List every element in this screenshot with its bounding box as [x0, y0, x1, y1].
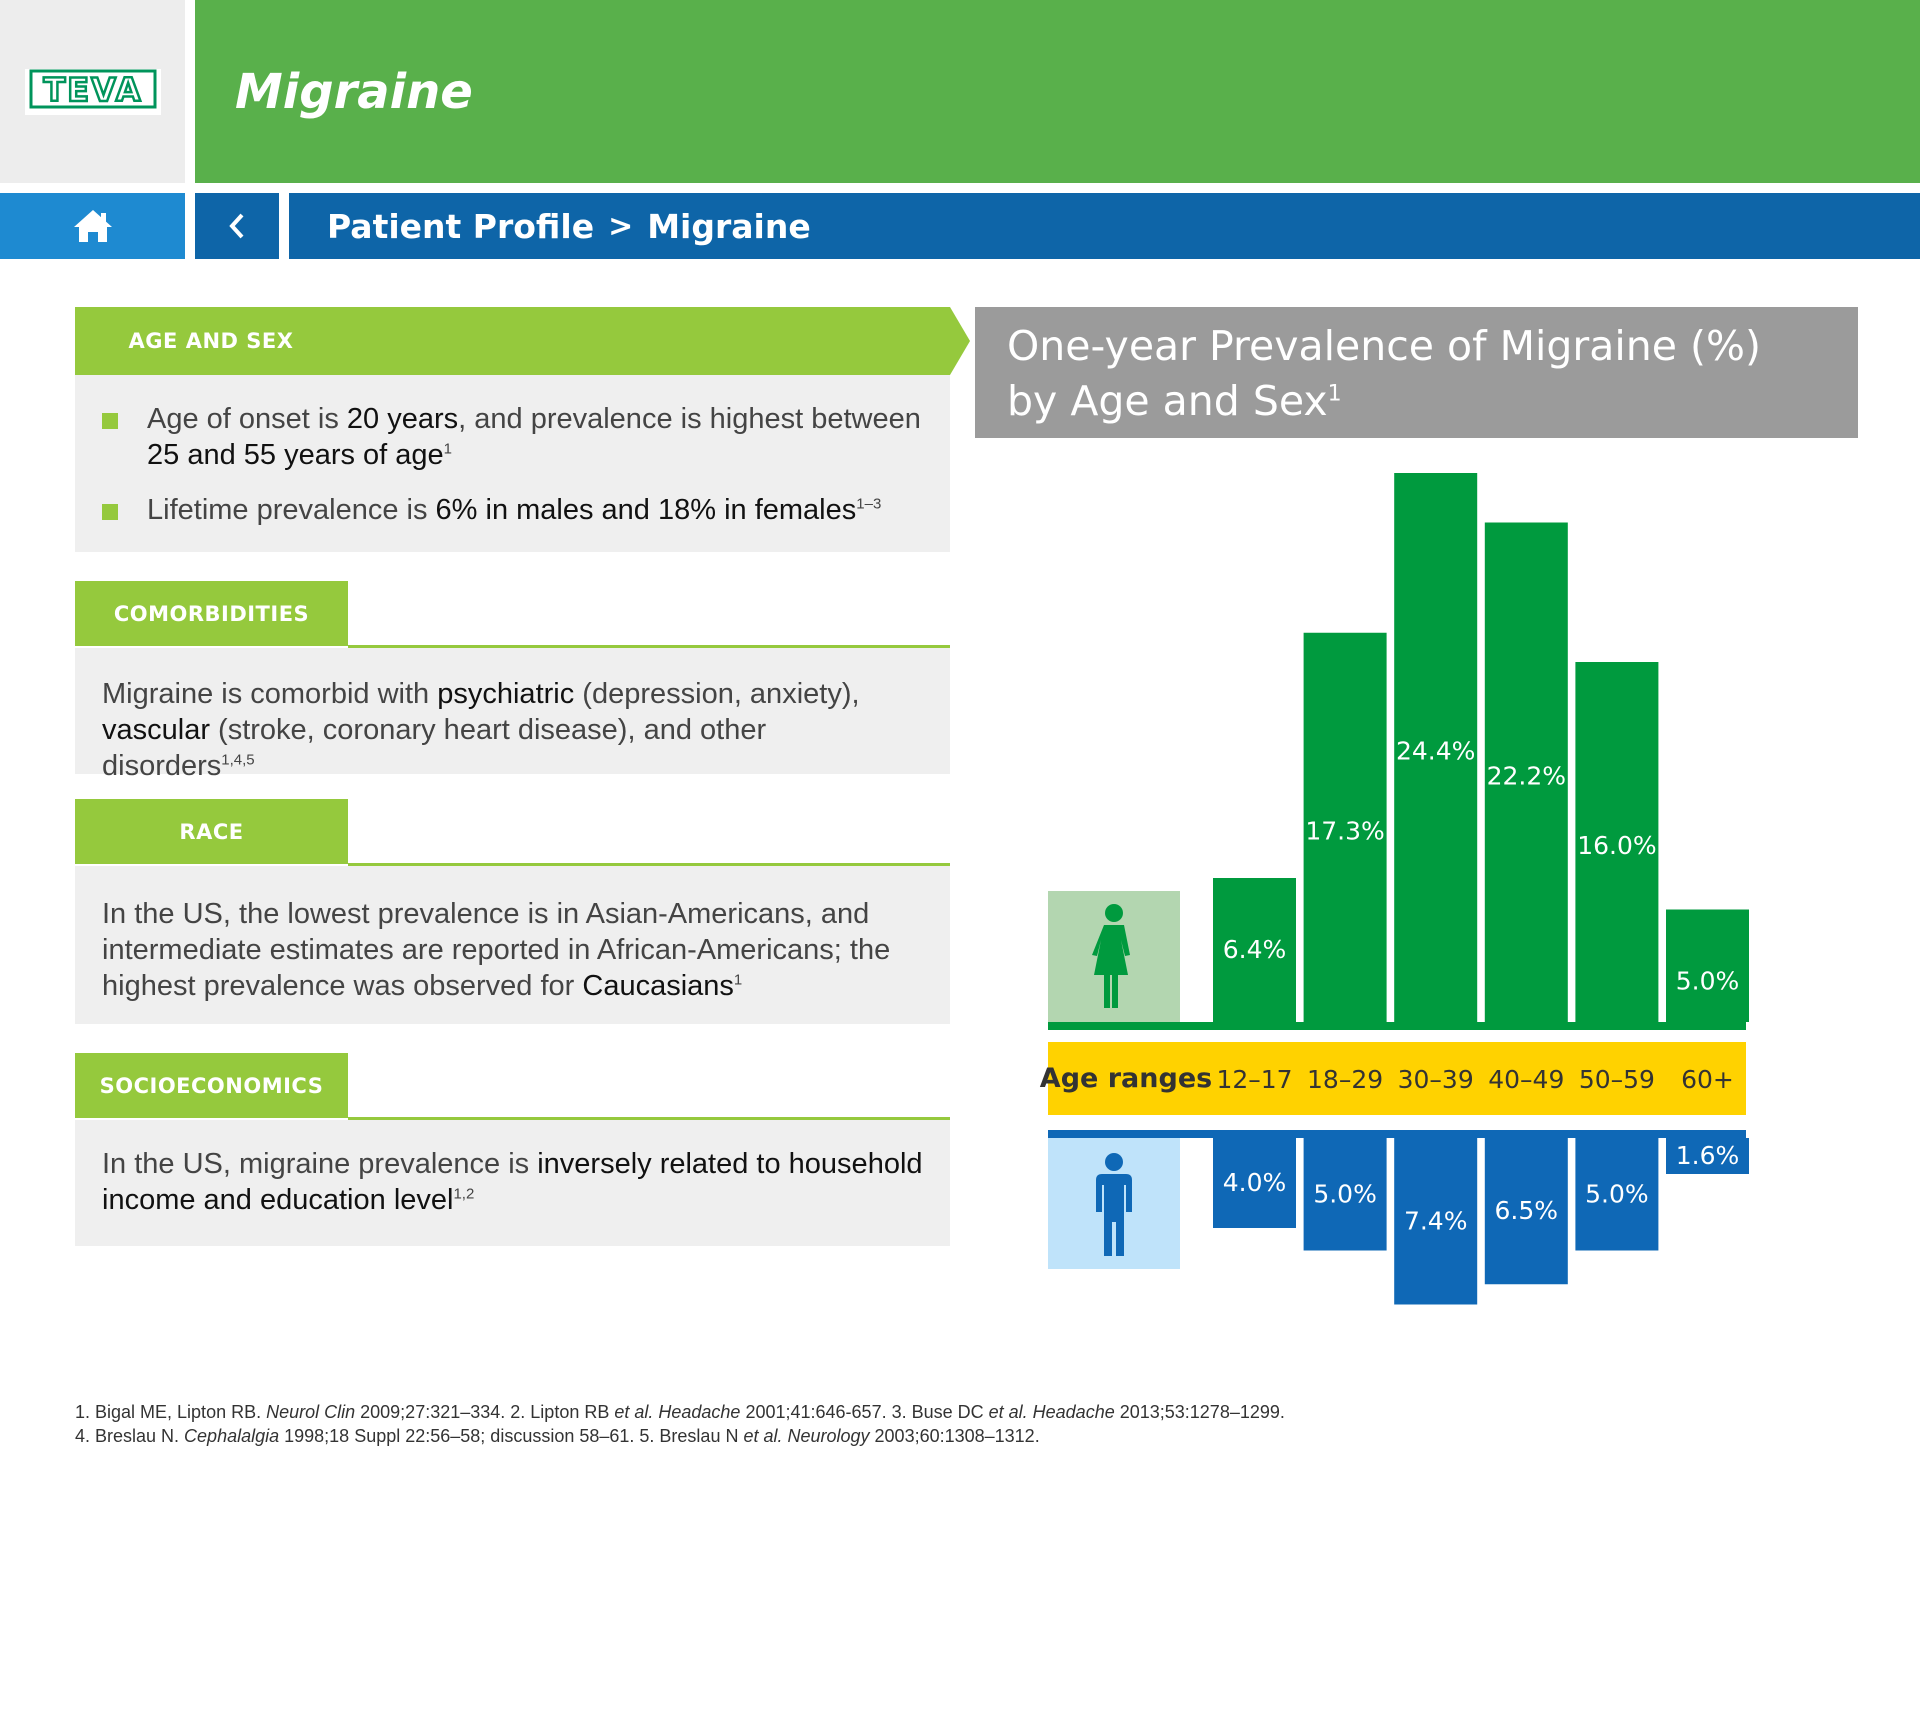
comorbidities-body: Migraine is comorbid with psychiatric (d… [75, 648, 950, 782]
female-bars: 6.4% 17.3% 24.4% 22.2% 16.0% 5.0% [1213, 473, 1749, 1022]
male-bar-label: 7.4% [1404, 1206, 1468, 1235]
female-bar-12–17 [1213, 878, 1296, 1022]
comorbidities-rule [348, 645, 950, 648]
female-bar-40–49 [1484, 522, 1568, 1022]
reference-segment: Cephalalgia [184, 1426, 280, 1446]
age-range-label: 12–17 [1216, 1065, 1292, 1094]
age-sex-heading: AGE AND SEX [128, 329, 294, 353]
breadcrumb-separator: > [608, 208, 634, 244]
breadcrumb-migraine: Migraine [647, 206, 811, 246]
home-icon [73, 210, 112, 242]
reference-line-1: 1. Bigal ME, Lipton RB. Neurol Clin 2009… [75, 1400, 1825, 1424]
female-icon [1048, 891, 1180, 1022]
comorbidities-heading: COMORBIDITIES [75, 581, 348, 646]
male-bar-label: 6.5% [1495, 1196, 1559, 1225]
age-sex-header: AGE AND SEX [75, 307, 970, 375]
female-bar-50–59 [1575, 662, 1659, 1022]
female-bar-label: 17.3% [1305, 816, 1384, 845]
female-baseline [1048, 1022, 1746, 1030]
age-sex-header-shape [75, 307, 970, 375]
male-bar-18–29 [1303, 1138, 1387, 1251]
references: 1. Bigal ME, Lipton RB. Neurol Clin 2009… [75, 1400, 1825, 1448]
female-bar-label: 16.0% [1577, 831, 1656, 860]
reference-segment: et al. Neurology [743, 1426, 870, 1446]
male-bars: 4.0% 5.0% 7.4% 6.5% 5.0% 1.6% [1213, 1138, 1749, 1305]
reference-segment: 2001;41:646-657. 3. Buse DC [740, 1402, 989, 1422]
male-icon-background [1048, 1138, 1180, 1269]
teva-logo: TEVA [24, 68, 161, 115]
age-onset-text: Age of onset is 20 years, and prevalence… [147, 403, 921, 471]
male-bar-60+ [1666, 1138, 1749, 1174]
bullet-marker [102, 504, 118, 520]
age-range-label: 18–29 [1307, 1065, 1383, 1094]
chart-title: One-year Prevalence of Migraine (%) [1007, 322, 1761, 370]
female-bar-label: 5.0% [1676, 967, 1740, 996]
male-bar-50–59 [1575, 1138, 1659, 1251]
chart-subtitle: by Age and Sex1 [1007, 377, 1342, 425]
female-bar-60+ [1666, 909, 1749, 1022]
age-range-label: 50–59 [1579, 1065, 1655, 1094]
socioeconomics-body: In the US, migraine prevalence is invers… [75, 1120, 950, 1246]
home-button[interactable] [0, 193, 185, 259]
race-body: In the US, the lowest prevalence is in A… [75, 866, 950, 1024]
breadcrumb: Patient Profile > Migraine [289, 193, 1920, 259]
reference-segment: 2013;53:1278–1299. [1114, 1402, 1285, 1422]
reference-segment: 1998;18 Suppl 22:56–58; discussion 58–61… [279, 1426, 744, 1446]
logo-text: TEVA [43, 71, 142, 109]
logo-area: TEVA [0, 0, 185, 183]
reference-segment: Neurol Clin [266, 1402, 356, 1422]
bullet-marker [102, 413, 118, 429]
male-icon [1048, 1138, 1180, 1269]
reference-segment: et al. Headache [988, 1402, 1115, 1422]
lifetime-prevalence-text: Lifetime prevalence is 6% in males and 1… [147, 494, 882, 526]
socioeconomics-heading: SOCIOECONOMICS [75, 1053, 348, 1118]
male-bar-label: 5.0% [1585, 1179, 1649, 1208]
female-icon-background [1048, 891, 1180, 1022]
socioeconomics-rule [348, 1117, 950, 1120]
reference-segment: et al. Headache [614, 1402, 741, 1422]
reference-segment: 4. Breslau N. [75, 1426, 185, 1446]
reference-segment: 2009;27:321–334. 2. Lipton RB [355, 1402, 615, 1422]
age-ranges-label: Age ranges [1040, 1063, 1212, 1094]
age-range-band [1048, 1042, 1746, 1115]
age-range-label: 60+ [1681, 1065, 1734, 1094]
page-title: Migraine [235, 63, 473, 120]
reference-segment: 1. Bigal ME, Lipton RB. [75, 1402, 267, 1422]
teva-logo-graphic: TEVA [29, 69, 156, 110]
male-bar-label: 1.6% [1676, 1141, 1740, 1170]
age-sex-body: Age of onset is 20 years, and prevalence… [75, 375, 950, 552]
female-bar-18–29 [1303, 632, 1387, 1022]
age-range-label: 30–39 [1398, 1065, 1474, 1094]
male-bar-label: 5.0% [1313, 1179, 1377, 1208]
reference-line-2: 4. Breslau N. Cephalalgia 1998;18 Suppl … [75, 1424, 1825, 1448]
female-bar-label: 24.4% [1396, 737, 1475, 766]
breadcrumb-patient-profile[interactable]: Patient Profile [327, 206, 595, 246]
female-bar-label: 6.4% [1223, 935, 1287, 964]
male-bar-label: 4.0% [1223, 1168, 1287, 1197]
reference-segment: 2003;60:1308–1312. [869, 1426, 1040, 1446]
chevron-left-icon [229, 213, 244, 239]
title-bar: Migraine [195, 0, 1920, 183]
male-bar-40–49 [1484, 1138, 1568, 1285]
female-bar-30–39 [1394, 473, 1478, 1022]
race-rule [348, 863, 950, 866]
female-bar-label: 22.2% [1487, 761, 1566, 790]
male-bar-30–39 [1394, 1138, 1478, 1305]
back-button[interactable] [195, 193, 279, 259]
age-range-label: 40–49 [1488, 1065, 1564, 1094]
chart-title-box: One-year Prevalence of Migraine (%) by A… [975, 307, 1858, 438]
race-heading: RACE [75, 799, 348, 864]
male-baseline [1048, 1130, 1746, 1138]
age-range-labels: 12–17 18–29 30–39 40–49 50–59 60+ [1216, 1065, 1733, 1094]
male-bar-12–17 [1213, 1138, 1296, 1228]
